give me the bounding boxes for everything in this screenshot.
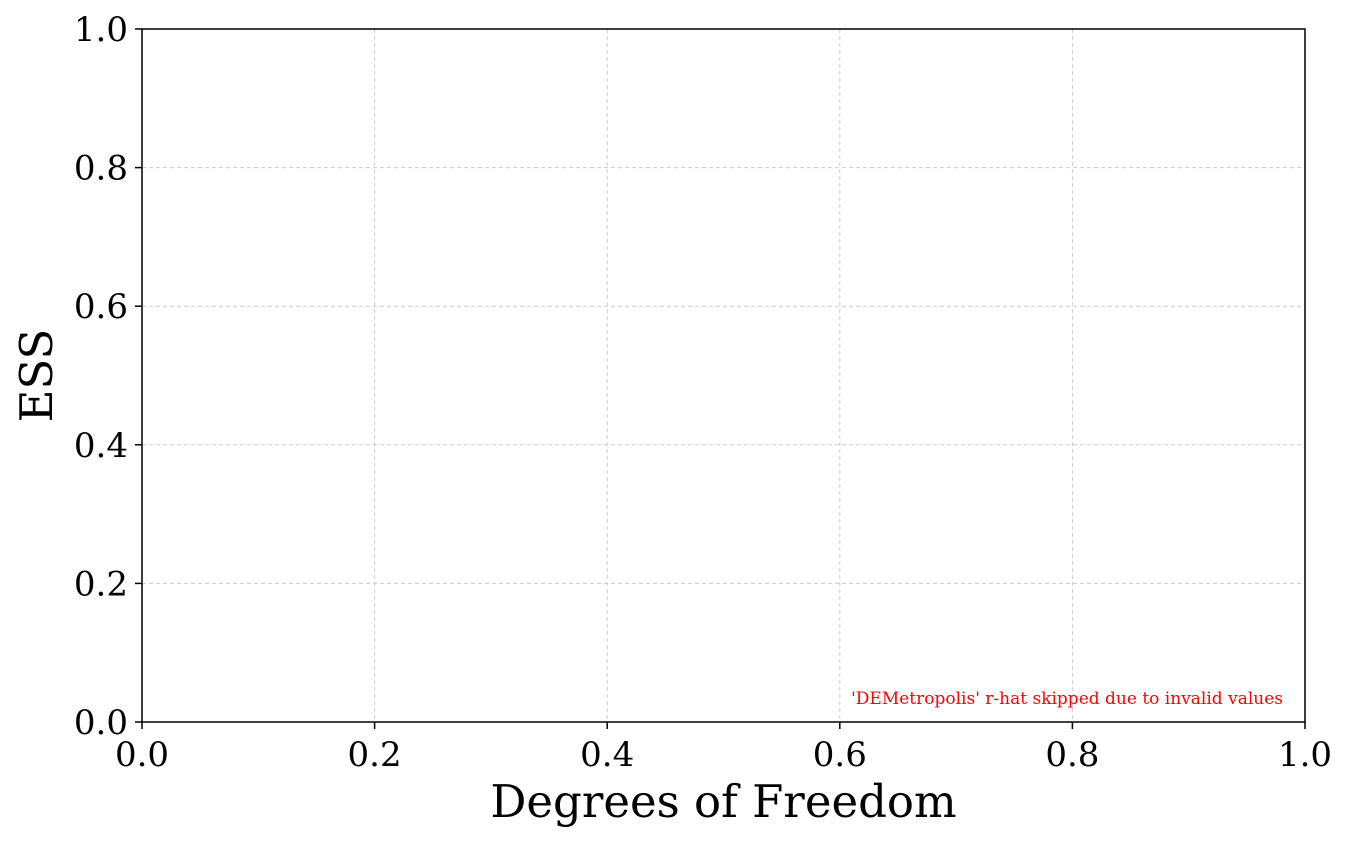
x-tick-label: 0.0: [115, 735, 169, 775]
y-tick-label: 0.8: [74, 149, 128, 189]
y-tick-label: 0.0: [74, 703, 128, 743]
x-tick-label: 0.4: [580, 735, 634, 775]
y-tick-label: 0.2: [74, 564, 128, 604]
y-tick-label: 0.6: [74, 287, 128, 327]
x-tick-label: 0.2: [348, 735, 402, 775]
annotation-text: 'DEMetropolis' r-hat skipped due to inva…: [851, 689, 1283, 709]
y-axis-label: ESS: [10, 329, 63, 423]
grid: [142, 29, 1305, 722]
plot-frame: [141, 28, 1306, 723]
x-tick-label: 0.8: [1045, 735, 1099, 775]
axis-ticks: 0.0 0.2 0.4 0.6 0.8 1.0 0.0 0.2 0.4 0.6 0.8 1.0: [74, 10, 1332, 775]
x-tick-label: 1.0: [1278, 735, 1332, 775]
x-axis-label: Degrees of Freedom: [490, 775, 956, 828]
y-tick-label: 0.4: [74, 426, 128, 466]
y-tick-label: 1.0: [74, 10, 128, 50]
x-tick-label: 0.6: [813, 735, 867, 775]
